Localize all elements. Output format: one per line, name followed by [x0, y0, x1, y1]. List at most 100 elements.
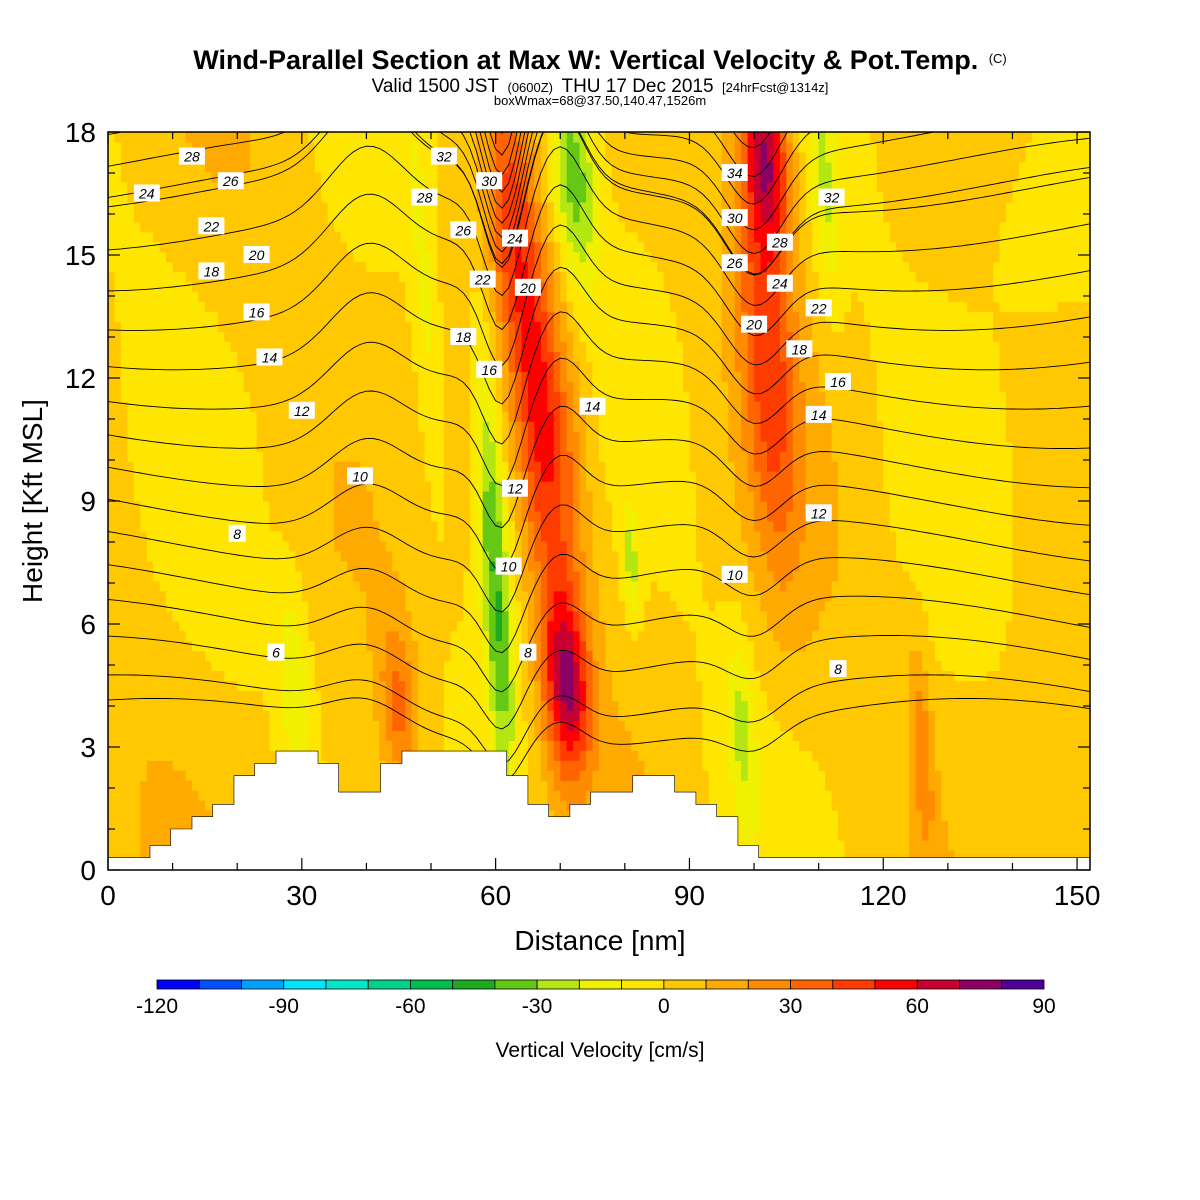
velocity-cell: [191, 570, 200, 582]
velocity-cell: [314, 560, 322, 572]
velocity-cell: [108, 670, 116, 682]
velocity-cell: [127, 820, 135, 831]
velocity-cell: [288, 630, 296, 642]
velocity-cell: [301, 351, 309, 362]
velocity-cell: [191, 700, 200, 712]
velocity-cell: [204, 520, 212, 532]
velocity-cell: [185, 481, 193, 492]
velocity-cell: [405, 141, 413, 153]
velocity-cell: [301, 501, 309, 512]
velocity-cell: [108, 780, 116, 791]
velocity-cell: [521, 311, 529, 323]
velocity-cell: [237, 690, 245, 702]
velocity-cell: [230, 580, 238, 592]
velocity-cell: [340, 261, 348, 273]
velocity-cell: [269, 740, 277, 751]
velocity-cell: [314, 161, 322, 173]
velocity-cell: [424, 231, 432, 243]
velocity-cell: [334, 391, 342, 402]
velocity-cell: [534, 311, 542, 323]
velocity-cell: [379, 471, 387, 482]
velocity-cell: [431, 321, 439, 333]
velocity-cell: [469, 680, 477, 692]
velocity-cell: [385, 540, 393, 552]
velocity-cell: [224, 301, 232, 313]
velocity-cell: [437, 261, 445, 273]
velocity-cell: [204, 680, 212, 692]
title-box-info: boxWmax=68@37.50,140.47,1526m: [494, 93, 706, 108]
velocity-cell: [340, 421, 348, 432]
velocity-cell: [495, 191, 503, 203]
velocity-cell: [540, 580, 548, 592]
velocity-cell: [120, 271, 128, 283]
velocity-cell: [321, 211, 329, 223]
velocity-cell: [353, 261, 361, 273]
velocity-cell: [140, 451, 148, 462]
velocity-cell: [243, 580, 251, 592]
velocity-cell: [347, 331, 355, 343]
velocity-cell: [392, 221, 400, 233]
velocity-cell: [159, 481, 167, 492]
velocity-cell: [431, 431, 439, 442]
velocity-cell: [456, 550, 464, 562]
velocity-cell: [204, 411, 212, 422]
velocity-cell: [527, 610, 535, 622]
velocity-cell: [179, 211, 187, 223]
velocity-cell: [411, 720, 419, 731]
velocity-cell: [159, 680, 167, 692]
velocity-cell: [282, 660, 290, 672]
velocity-cell: [185, 630, 193, 642]
velocity-cell: [133, 351, 141, 362]
velocity-cell: [204, 132, 212, 143]
velocity-cell: [321, 451, 329, 462]
velocity-cell: [521, 660, 529, 672]
velocity-cell: [450, 640, 458, 652]
velocity-cell: [250, 680, 258, 692]
velocity-cell: [340, 221, 348, 233]
velocity-cell: [340, 501, 348, 512]
velocity-cell: [476, 211, 484, 223]
velocity-cell: [385, 501, 393, 512]
velocity-cell: [120, 700, 128, 712]
velocity-cell: [217, 720, 225, 731]
velocity-cell: [114, 650, 122, 662]
velocity-cell: [159, 491, 167, 502]
velocity-cell: [379, 580, 387, 592]
velocity-cell: [327, 231, 335, 243]
velocity-cell: [217, 580, 225, 592]
velocity-cell: [469, 660, 477, 672]
velocity-cell: [502, 421, 510, 432]
velocity-cell: [120, 132, 128, 143]
velocity-cell: [211, 421, 219, 432]
velocity-cell: [418, 331, 426, 343]
velocity-cell: [140, 311, 148, 323]
velocity-cell: [372, 191, 380, 203]
velocity-cell: [418, 640, 426, 652]
velocity-cell: [366, 132, 374, 143]
velocity-cell: [237, 421, 245, 432]
velocity-cell: [288, 640, 296, 652]
velocity-cell: [366, 241, 374, 253]
velocity-cell: [127, 530, 135, 542]
velocity-cell: [398, 570, 406, 582]
velocity-cell: [456, 730, 464, 741]
velocity-cell: [295, 640, 303, 652]
velocity-cell: [127, 830, 135, 841]
velocity-cell: [198, 670, 206, 682]
velocity-cell: [521, 710, 529, 721]
velocity-cell: [217, 481, 225, 492]
velocity-cell: [321, 141, 329, 153]
velocity-cell: [153, 570, 161, 582]
velocity-cell: [217, 630, 225, 642]
velocity-cell: [359, 461, 368, 472]
velocity-cell: [534, 132, 542, 143]
velocity-cell: [359, 261, 368, 273]
velocity-cell: [540, 720, 548, 731]
velocity-cell: [230, 311, 238, 323]
velocity-cell: [437, 451, 445, 462]
velocity-cell: [540, 750, 548, 761]
velocity-cell: [166, 331, 174, 343]
velocity-cell: [398, 550, 406, 562]
velocity-cell: [443, 341, 452, 352]
velocity-cell: [308, 510, 316, 522]
